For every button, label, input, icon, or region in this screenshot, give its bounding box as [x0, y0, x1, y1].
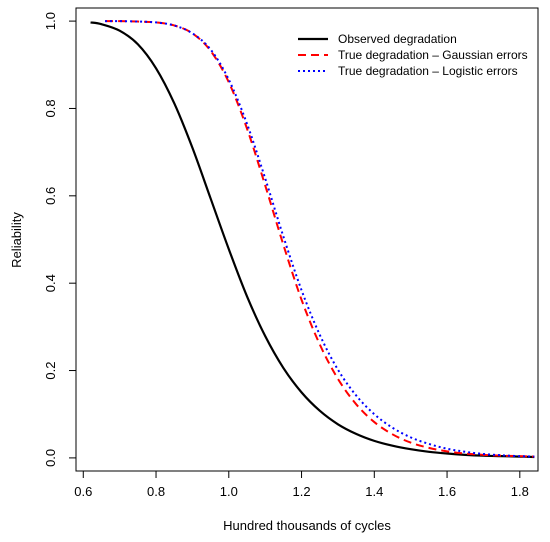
y-tick-label: 0.6 — [43, 187, 58, 205]
x-axis-title: Hundred thousands of cycles — [223, 518, 391, 533]
y-tick-label: 0.4 — [43, 274, 58, 292]
y-axis: 0.0 0.2 0.4 0.6 0.8 1.0 — [43, 12, 76, 467]
x-tick-label: 0.8 — [147, 484, 165, 499]
y-tick-label: 1.0 — [43, 12, 58, 30]
x-tick-label: 1.6 — [438, 484, 456, 499]
y-tick-label: 0.0 — [43, 449, 58, 467]
legend: Observed degradation True degradation – G… — [298, 32, 528, 78]
x-tick-label: 1.0 — [220, 484, 238, 499]
series-line-2 — [105, 20, 535, 458]
series-layer — [90, 20, 535, 459]
x-tick-label: 1.2 — [293, 484, 311, 499]
x-tick-label: 0.6 — [74, 484, 92, 499]
series-line-3 — [105, 20, 535, 458]
y-tick-label: 0.2 — [43, 361, 58, 379]
x-axis: 0.6 0.8 1.0 1.2 1.4 1.6 1.8 — [74, 471, 529, 499]
series-line-1 — [90, 21, 535, 459]
plot-frame — [75, 7, 539, 472]
legend-label-2: True degradation – Gaussian errors — [338, 48, 528, 62]
y-axis-title: Reliability — [9, 212, 24, 268]
legend-label-1: Observed degradation — [338, 32, 457, 46]
x-tick-label: 1.4 — [365, 484, 383, 499]
legend-label-3: True degradation – Logistic errors — [338, 64, 518, 78]
x-tick-label: 1.8 — [511, 484, 529, 499]
y-tick-label: 0.8 — [43, 99, 58, 117]
